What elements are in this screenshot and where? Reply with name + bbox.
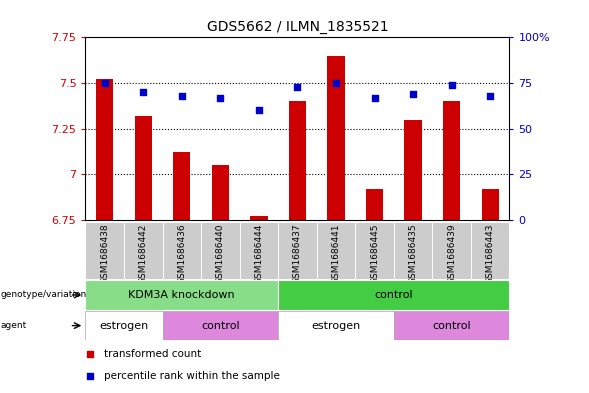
Text: transformed count: transformed count <box>104 349 202 359</box>
Bar <box>289 101 306 220</box>
Bar <box>211 165 229 220</box>
Text: estrogen: estrogen <box>312 321 360 331</box>
Bar <box>134 116 152 220</box>
Bar <box>250 217 267 220</box>
Text: GSM1686435: GSM1686435 <box>409 224 418 285</box>
Bar <box>278 280 509 310</box>
Bar <box>201 222 240 279</box>
Text: control: control <box>201 321 240 331</box>
Bar <box>85 280 278 310</box>
Text: genotype/variation: genotype/variation <box>1 290 87 299</box>
Bar <box>163 311 278 340</box>
Bar <box>432 222 471 279</box>
Point <box>85 373 94 379</box>
Bar <box>471 222 509 279</box>
Point <box>447 82 456 88</box>
Text: GSM1686445: GSM1686445 <box>370 224 379 284</box>
Point <box>100 80 110 86</box>
Point <box>370 94 379 101</box>
Point <box>254 107 264 114</box>
Bar <box>317 222 355 279</box>
Text: KDM3A knockdown: KDM3A knockdown <box>128 290 235 300</box>
Point <box>331 80 340 86</box>
Text: GSM1686443: GSM1686443 <box>486 224 495 284</box>
Point <box>408 91 418 97</box>
Bar <box>355 222 394 279</box>
Text: control: control <box>432 321 471 331</box>
Point <box>85 351 94 357</box>
Text: GSM1686436: GSM1686436 <box>177 224 186 285</box>
Text: agent: agent <box>1 321 27 330</box>
Text: GSM1686439: GSM1686439 <box>447 224 456 285</box>
Bar <box>366 189 383 220</box>
Text: GSM1686442: GSM1686442 <box>139 224 148 284</box>
Bar <box>96 79 113 220</box>
Point <box>485 93 495 99</box>
Point <box>293 84 302 90</box>
Text: percentile rank within the sample: percentile rank within the sample <box>104 371 280 381</box>
Bar <box>85 311 163 340</box>
Text: estrogen: estrogen <box>100 321 148 331</box>
Bar <box>278 311 394 340</box>
Text: GSM1686437: GSM1686437 <box>293 224 302 285</box>
Text: GSM1686444: GSM1686444 <box>254 224 263 284</box>
Point <box>216 94 225 101</box>
Point <box>138 89 148 95</box>
Text: GSM1686438: GSM1686438 <box>100 224 109 285</box>
Point <box>177 93 187 99</box>
Text: control: control <box>375 290 413 300</box>
Bar <box>443 101 461 220</box>
Bar <box>394 222 432 279</box>
Bar <box>240 222 278 279</box>
Bar <box>278 222 317 279</box>
Text: GSM1686441: GSM1686441 <box>332 224 340 284</box>
Bar <box>482 189 499 220</box>
Title: GDS5662 / ILMN_1835521: GDS5662 / ILMN_1835521 <box>207 20 388 33</box>
Bar <box>173 152 190 220</box>
Bar <box>85 222 124 279</box>
Bar <box>405 119 422 220</box>
Bar <box>124 222 163 279</box>
Bar <box>394 311 509 340</box>
Bar <box>163 222 201 279</box>
Bar <box>327 55 345 220</box>
Text: GSM1686440: GSM1686440 <box>216 224 225 284</box>
